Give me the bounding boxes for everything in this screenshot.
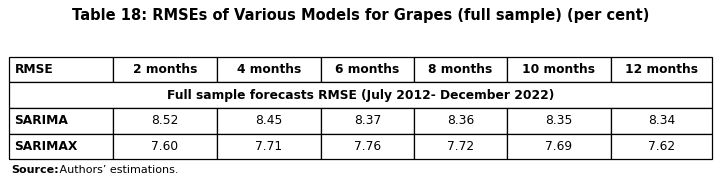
Text: Authors’ estimations.: Authors’ estimations. [56,165,178,175]
Bar [611,57,712,82]
Text: 4 months: 4 months [237,63,301,76]
Text: 8 months: 8 months [428,63,492,76]
Bar [9,108,112,134]
Bar [112,134,217,159]
Bar [611,134,712,159]
Bar [9,57,112,82]
Text: 10 months: 10 months [523,63,596,76]
Text: 7.62: 7.62 [648,140,676,153]
Bar [9,82,712,108]
Bar [112,57,217,82]
Bar [217,57,321,82]
Bar [507,134,611,159]
Text: 7.69: 7.69 [545,140,572,153]
Text: 7.60: 7.60 [151,140,178,153]
Text: Table 18: RMSEs of Various Models for Grapes (full sample) (per cent): Table 18: RMSEs of Various Models for Gr… [72,8,649,23]
Text: 7.76: 7.76 [354,140,381,153]
Bar [217,134,321,159]
Bar [217,108,321,134]
Text: 8.35: 8.35 [545,114,572,127]
Bar [321,57,414,82]
Text: 7.71: 7.71 [255,140,283,153]
Bar [507,57,611,82]
Bar [414,108,507,134]
Text: 8.37: 8.37 [354,114,381,127]
Bar [9,134,112,159]
Bar [507,108,611,134]
Text: Source:: Source: [11,165,58,175]
Text: 6 months: 6 months [335,63,399,76]
Bar [321,134,414,159]
Text: 8.45: 8.45 [255,114,283,127]
Bar [414,57,507,82]
Bar [414,134,507,159]
Text: 7.72: 7.72 [447,140,474,153]
Text: 8.34: 8.34 [648,114,676,127]
Bar [611,108,712,134]
Text: SARIMAX: SARIMAX [14,140,78,153]
Bar [112,108,217,134]
Text: 12 months: 12 months [625,63,698,76]
Text: SARIMA: SARIMA [14,114,68,127]
Text: 2 months: 2 months [133,63,197,76]
Text: 8.36: 8.36 [447,114,474,127]
Text: 8.52: 8.52 [151,114,179,127]
Text: RMSE: RMSE [14,63,53,76]
Text: Full sample forecasts RMSE (July 2012- December 2022): Full sample forecasts RMSE (July 2012- D… [167,89,554,102]
Bar [321,108,414,134]
